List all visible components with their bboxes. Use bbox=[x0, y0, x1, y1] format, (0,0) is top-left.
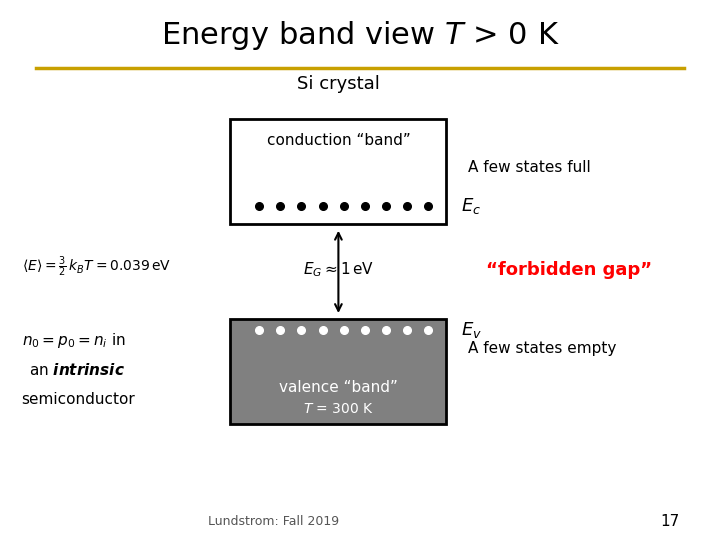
Text: $n_0 = p_0 = n_i$ in: $n_0 = p_0 = n_i$ in bbox=[22, 330, 125, 350]
Text: an $\bfit{intrinsic}$: an $\bfit{intrinsic}$ bbox=[29, 362, 125, 378]
Text: conduction “band”: conduction “band” bbox=[266, 133, 410, 148]
Text: Energy band view $T$ > 0 K: Energy band view $T$ > 0 K bbox=[161, 18, 559, 52]
Text: $E_c$: $E_c$ bbox=[461, 196, 481, 217]
Text: $E_G \approx 1\,\mathrm{eV}$: $E_G \approx 1\,\mathrm{eV}$ bbox=[303, 261, 374, 279]
Text: semiconductor: semiconductor bbox=[22, 392, 135, 407]
Text: 17: 17 bbox=[660, 514, 679, 529]
Text: $T$ = 300 K: $T$ = 300 K bbox=[303, 402, 374, 416]
Bar bbox=[230, 319, 446, 424]
Text: A few states empty: A few states empty bbox=[468, 341, 616, 356]
Bar bbox=[230, 119, 446, 224]
Text: A few states full: A few states full bbox=[468, 160, 590, 175]
Text: $E_v$: $E_v$ bbox=[461, 320, 482, 341]
Text: “forbidden gap”: “forbidden gap” bbox=[486, 261, 652, 279]
Text: valence “band”: valence “band” bbox=[279, 380, 398, 395]
Text: Si crystal: Si crystal bbox=[297, 75, 380, 93]
Text: Lundstrom: Fall 2019: Lundstrom: Fall 2019 bbox=[208, 515, 339, 528]
Text: $\langle E \rangle = \frac{3}{2}\,k_B T = 0.039\,\mathrm{eV}$: $\langle E \rangle = \frac{3}{2}\,k_B T … bbox=[22, 255, 171, 280]
